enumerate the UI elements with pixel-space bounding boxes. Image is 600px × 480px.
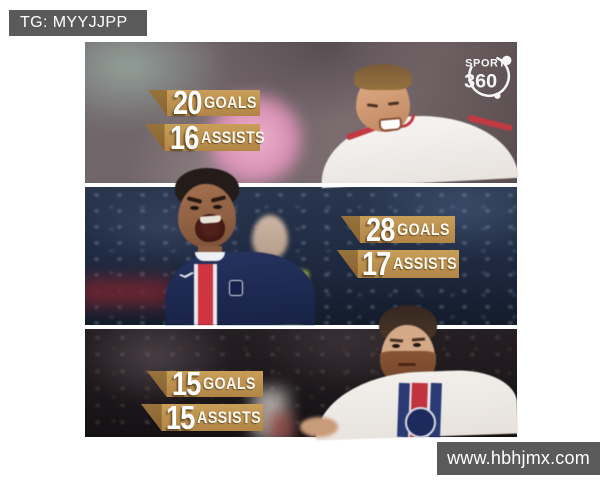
referee-head [252,215,288,259]
banner-ribbon [145,124,260,151]
assists-count: 15 [166,398,195,436]
jersey-collar [195,252,225,261]
psg-crest [229,280,243,296]
stats-banner-goals-middle: 28 GOALS [341,210,455,248]
goals-label: GOALS [203,93,257,112]
red-blur-figure [271,415,291,437]
stats-banner-assists-middle: 17 ASSISTS [337,245,459,282]
player-eye [392,344,400,348]
stats-banner-goals-bottom: 15 GOALS [147,365,263,402]
stats-banner-assists-top: 16 ASSISTS [145,118,264,156]
logo-number: 360 [464,70,497,92]
goals-label: GOALS [202,374,256,393]
banner-ribbon [141,404,263,431]
player-neck [198,246,222,256]
banner-ribbon [148,90,260,116]
goals-count: 28 [366,210,395,248]
psg-crest [405,407,436,438]
banner-ribbon [337,250,459,278]
stats-banner-goals-top: 20 GOALS [148,84,260,121]
player-photo-top [317,64,519,189]
photo-collage: 20 GOALS 16 ASSISTS 28 GOALS 17 ASSISTS 15 GO… [85,42,519,441]
jersey-red-stripe [198,264,213,325]
player-photo-bottom [300,305,519,441]
red-banner-blur [85,279,172,305]
website-watermark-badge: www.hbhjmx.com [437,442,600,475]
player-mouth [398,363,416,366]
player-hair [354,64,412,90]
player-hand [300,417,338,437]
website-watermark-text: www.hbhjmx.com [447,448,590,468]
panel-top-player [85,42,517,183]
logo-word: SPORT [465,58,506,70]
tg-watermark-text: TG: MYYJJPP [20,14,128,31]
panel-divider [85,183,517,187]
assists-count: 16 [170,118,199,156]
goals-label: GOALS [396,219,450,239]
logo-orbit-dot [502,55,512,66]
banner-ribbon [341,216,455,243]
goals-count: 20 [173,84,202,121]
stats-banner-assists-bottom: 15 ASSISTS [141,398,263,436]
player-eye [413,343,421,347]
assists-count: 17 [362,245,391,282]
sport360-logo-graphic: SPORT 360 [464,54,512,99]
player-eye [190,206,199,210]
jersey-white-stripe [213,264,217,325]
player-eye [213,205,222,209]
jersey-white-stripe [194,264,198,325]
panel-divider [85,325,517,329]
logo-orbit-dot [494,92,501,99]
banner-ribbon [147,371,263,397]
assists-label: ASSISTS [200,127,265,147]
nike-swoosh-icon [179,272,194,278]
assists-label: ASSISTS [196,407,261,427]
sport360-logo: SPORT 360 [459,50,515,102]
goals-count: 15 [172,365,201,402]
tg-watermark-badge: TG: MYYJJPP [9,10,147,36]
player-photo-middle [165,168,315,325]
assists-label: ASSISTS [392,254,457,273]
player-grin [378,117,403,132]
